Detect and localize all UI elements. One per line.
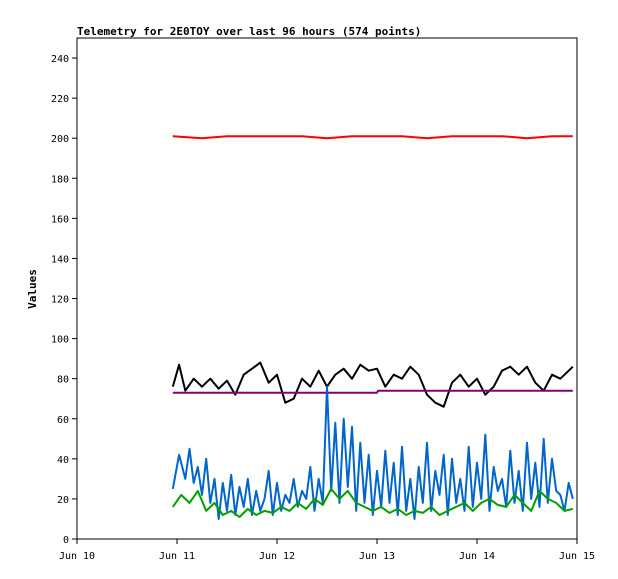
series-line-red — [172, 135, 573, 140]
x-tick-label: Jun 12 — [259, 551, 295, 562]
series-line-purple — [172, 389, 573, 394]
y-tick-label: 200 — [51, 134, 69, 145]
y-tick-label: 60 — [57, 415, 69, 426]
y-tick-label: 20 — [57, 495, 69, 506]
y-tick-label: 180 — [51, 174, 69, 185]
y-axis-ticks: 0 20 40 60 80 100 120 140 160 180 200 220 240 — [51, 54, 77, 546]
series-line-black — [171, 361, 574, 408]
y-tick-label: 0 — [63, 535, 69, 546]
y-tick-label: 40 — [57, 455, 69, 466]
x-tick-label: Jun 15 — [559, 551, 595, 562]
x-tick-label: Jun 14 — [459, 551, 495, 562]
y-tick-label: 160 — [51, 214, 69, 225]
x-tick-label: Jun 13 — [359, 551, 395, 562]
plot-area-frame — [76, 37, 578, 540]
series-line-blue — [171, 385, 574, 520]
y-tick-label: 120 — [51, 295, 69, 306]
x-tick-label: Jun 10 — [59, 551, 95, 562]
y-tick-label: 140 — [51, 254, 69, 265]
chart-title: Telemetry for 2E0TOY over last 96 hours … — [77, 25, 421, 38]
x-axis-ticks: Jun 10 Jun 11 Jun 12 Jun 13 Jun 14 Jun 15 — [59, 539, 595, 562]
series-line-green — [171, 487, 574, 518]
y-axis-label: Values — [26, 269, 39, 309]
y-tick-label: 80 — [57, 375, 69, 386]
x-tick-label: Jun 11 — [159, 551, 195, 562]
y-tick-label: 220 — [51, 94, 69, 105]
y-tick-label: 100 — [51, 335, 69, 346]
series-layer — [171, 135, 574, 520]
y-tick-label: 240 — [51, 54, 69, 65]
